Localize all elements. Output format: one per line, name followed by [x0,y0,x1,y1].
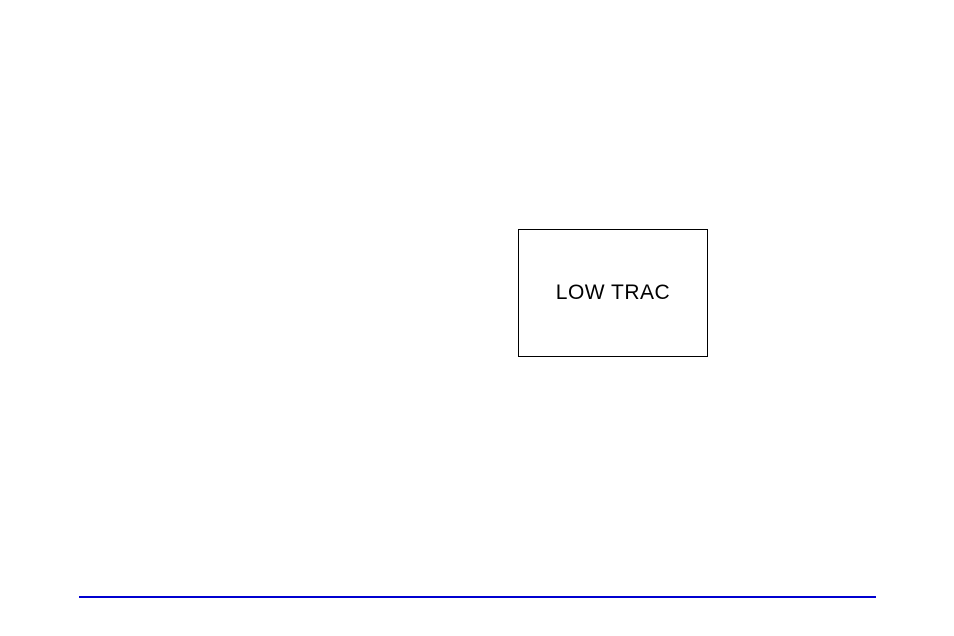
low-trac-indicator-box: LOW TRAC [518,229,708,357]
horizontal-rule [79,596,876,598]
low-trac-indicator-label: LOW TRAC [556,281,670,305]
